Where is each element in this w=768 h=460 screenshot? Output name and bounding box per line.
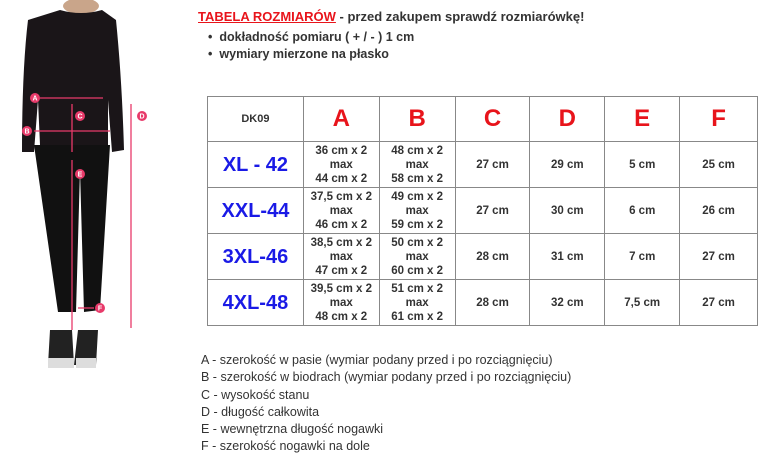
cell-d: 31 cm: [529, 233, 606, 280]
cell-d: 30 cm: [529, 187, 606, 234]
cell-e: 7,5 cm: [604, 279, 681, 326]
cell-f: 27 cm: [679, 279, 758, 326]
cell-c: 28 cm: [454, 233, 531, 280]
table-row: XL - 42 36 cm x 2 max 44 cm x 2 48 cm x 2 max…: [207, 141, 758, 188]
label-e: E: [78, 172, 83, 179]
cell-c: 27 cm: [454, 187, 531, 234]
legend-item: C - wysokość stanu: [201, 387, 310, 402]
cell-b: 50 cm x 2 max 60 cm x 2: [378, 233, 456, 280]
bullet-item: wymiary mierzone na płasko: [208, 47, 389, 61]
cell-f: 25 cm: [679, 141, 758, 188]
header-e: E: [604, 96, 681, 142]
header-c: C: [454, 96, 531, 142]
header-f: F: [679, 96, 758, 142]
cell-b: 49 cm x 2 max 59 cm x 2: [378, 187, 456, 234]
page-header: TABELA ROZMIARÓW - przed zakupem sprawdź…: [198, 9, 584, 24]
legend-item: D - długość całkowita: [201, 404, 320, 419]
cell-e: 5 cm: [604, 141, 681, 188]
legend-item: E - wewnętrzna długość nogawki: [201, 422, 384, 437]
header-b: B: [378, 96, 456, 142]
cell-c: 28 cm: [454, 279, 531, 326]
table-row: 3XL-46 38,5 cm x 2 max 47 cm x 2 50 cm x 2 ma…: [207, 233, 758, 280]
size-cell: 4XL-48: [207, 279, 304, 326]
measurement-legend: A - szerokość w pasie (wymiar podany prz…: [201, 352, 571, 456]
cell-a: 37,5 cm x 2 max 46 cm x 2: [302, 187, 380, 234]
cell-b: 48 cm x 2 max 58 cm x 2: [378, 141, 456, 188]
legend-item: A - szerokość w pasie (wymiar podany prz…: [201, 353, 553, 367]
header-a: A: [302, 96, 380, 142]
cell-d: 29 cm: [529, 141, 606, 188]
label-c: C: [77, 114, 82, 121]
cell-b: 51 cm x 2 max 61 cm x 2: [378, 279, 456, 326]
label-d: D: [139, 114, 144, 121]
legend-item: B - szerokość w biodrach (wymiar podany …: [201, 370, 572, 385]
cell-c: 27 cm: [454, 141, 531, 188]
size-table: DK09 A B C D E F XL - 42 36 cm x 2 max 44 c…: [207, 96, 758, 326]
cell-a: 36 cm x 2 max 44 cm x 2: [302, 141, 380, 188]
cell-f: 27 cm: [679, 233, 758, 280]
table-row: 4XL-48 39,5 cm x 2 max 48 cm x 2 51 cm x 2 ma…: [207, 279, 758, 326]
header-text: - przed zakupem sprawdź rozmiarówkę!: [335, 9, 585, 24]
cell-a: 39,5 cm x 2 max 48 cm x 2: [302, 279, 380, 326]
cell-d: 32 cm: [529, 279, 606, 326]
header-d: D: [529, 96, 606, 142]
cell-e: 7 cm: [604, 233, 681, 280]
bullet-item: dokładność pomiaru ( + / - ) 1 cm: [208, 30, 414, 44]
cell-a: 38,5 cm x 2 max 47 cm x 2: [302, 233, 380, 280]
model-measurement-figure: A B C D E F: [22, 0, 147, 368]
table-row: XXL-44 37,5 cm x 2 max 46 cm x 2 49 cm x 2 ma…: [207, 187, 758, 234]
size-cell: 3XL-46: [207, 233, 304, 280]
table-header-row: DK09 A B C D E F: [207, 96, 758, 142]
cell-e: 6 cm: [604, 187, 681, 234]
legend-item: F - szerokość nogawki na dole: [201, 439, 370, 454]
size-cell: XXL-44: [207, 187, 304, 234]
label-f: F: [98, 306, 103, 313]
label-a: A: [32, 96, 37, 103]
header-model-code: DK09: [207, 96, 304, 142]
cell-f: 26 cm: [679, 187, 758, 234]
header-brand: TABELA ROZMIARÓW: [198, 9, 336, 24]
size-cell: XL - 42: [207, 141, 304, 188]
label-b: B: [24, 129, 29, 136]
